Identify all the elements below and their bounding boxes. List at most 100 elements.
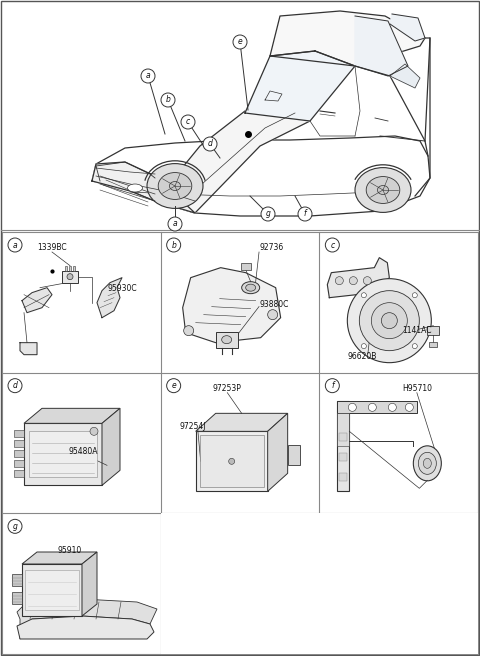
Bar (337, 401, 349, 491)
Circle shape (228, 459, 235, 464)
Circle shape (349, 277, 357, 285)
Bar (319, 514, 478, 654)
Polygon shape (102, 408, 120, 485)
Text: f: f (331, 381, 334, 390)
Ellipse shape (222, 336, 232, 344)
Ellipse shape (246, 284, 256, 291)
Bar (25, 570, 79, 610)
Text: g: g (12, 522, 17, 531)
Circle shape (388, 403, 396, 411)
Bar (14, 461, 24, 467)
Circle shape (325, 238, 339, 252)
Bar (288, 445, 300, 465)
Bar (12, 574, 22, 586)
Circle shape (203, 137, 217, 151)
Circle shape (168, 217, 182, 231)
Polygon shape (245, 51, 355, 121)
Bar (14, 470, 24, 478)
Text: e: e (238, 37, 242, 47)
Circle shape (325, 379, 339, 393)
Bar (62, 271, 78, 283)
Circle shape (233, 35, 247, 49)
Circle shape (412, 293, 417, 298)
Polygon shape (155, 101, 310, 213)
Bar (65, 266, 67, 271)
Circle shape (8, 238, 22, 252)
Ellipse shape (413, 446, 441, 481)
Text: 95910: 95910 (58, 546, 82, 555)
Bar (339, 474, 348, 482)
Circle shape (8, 379, 22, 393)
Circle shape (141, 69, 155, 83)
Ellipse shape (366, 176, 400, 203)
Text: 97253P: 97253P (213, 384, 242, 393)
Ellipse shape (128, 184, 143, 192)
Bar (14, 450, 24, 457)
Text: c: c (186, 117, 190, 127)
Bar (73, 266, 75, 271)
Bar (22, 564, 82, 616)
Circle shape (8, 520, 22, 533)
Circle shape (184, 325, 193, 336)
Polygon shape (97, 277, 122, 318)
Circle shape (181, 115, 195, 129)
Polygon shape (327, 258, 389, 298)
Circle shape (360, 291, 420, 351)
Circle shape (298, 207, 312, 221)
Polygon shape (22, 288, 52, 313)
Circle shape (90, 427, 98, 436)
Bar (12, 592, 22, 604)
Ellipse shape (355, 167, 411, 213)
Polygon shape (390, 64, 420, 88)
Text: f: f (304, 209, 306, 218)
Bar (14, 430, 24, 438)
Circle shape (268, 310, 277, 319)
Text: 95930C: 95930C (107, 284, 137, 293)
Polygon shape (355, 16, 408, 76)
Bar (427, 325, 439, 335)
Bar (69, 266, 71, 271)
Circle shape (161, 93, 175, 107)
Circle shape (412, 344, 417, 348)
Ellipse shape (169, 182, 180, 190)
Bar (161, 514, 319, 654)
Polygon shape (183, 268, 281, 342)
Circle shape (368, 403, 376, 411)
Text: 1339BC: 1339BC (37, 243, 67, 252)
Polygon shape (92, 136, 430, 216)
Text: b: b (166, 96, 170, 104)
Bar (216, 332, 238, 348)
Text: b: b (171, 241, 176, 249)
Bar (24, 423, 102, 485)
Bar (337, 401, 417, 413)
Circle shape (167, 238, 180, 252)
Polygon shape (22, 552, 97, 564)
Ellipse shape (419, 453, 436, 474)
Text: 95480A: 95480A (69, 447, 98, 457)
Ellipse shape (147, 163, 203, 209)
Text: g: g (265, 209, 270, 218)
Polygon shape (337, 413, 349, 446)
Circle shape (372, 302, 408, 338)
Ellipse shape (241, 281, 260, 294)
Ellipse shape (377, 186, 389, 194)
Text: H95710: H95710 (402, 384, 432, 393)
Bar (29, 432, 97, 478)
Polygon shape (92, 162, 195, 213)
Circle shape (167, 379, 180, 393)
Circle shape (361, 344, 366, 348)
Text: 97254J: 97254J (180, 422, 206, 431)
Bar (196, 432, 268, 491)
Polygon shape (82, 552, 97, 616)
Circle shape (361, 293, 366, 298)
Polygon shape (24, 408, 120, 423)
Bar (339, 453, 348, 461)
Circle shape (67, 274, 73, 279)
Text: 96620B: 96620B (348, 352, 377, 361)
Text: d: d (207, 140, 213, 148)
Ellipse shape (158, 173, 192, 199)
Bar (429, 342, 437, 346)
Bar (14, 440, 24, 447)
Text: a: a (173, 220, 177, 228)
Text: c: c (330, 241, 335, 249)
